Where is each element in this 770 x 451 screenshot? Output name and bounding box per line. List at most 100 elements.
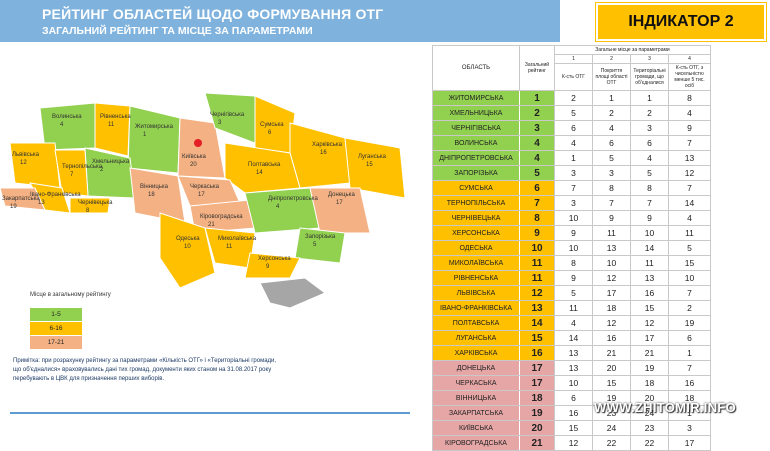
legend-item-6-16: 6-16 <box>30 322 82 335</box>
map-label-name: Хмельницька <box>92 159 130 165</box>
region-zaporizhzhia <box>294 227 346 264</box>
indicator-badge: ІНДИКАТОР 2 <box>596 3 766 41</box>
map-label-name: Сумська <box>260 122 284 128</box>
param-2-cell: 16 <box>592 330 631 346</box>
param-2-cell: 12 <box>592 270 631 286</box>
table-row: ТЕРНОПІЛЬСЬКА 7 3 7 7 14 <box>432 195 711 211</box>
param-3-cell: 19 <box>630 360 669 376</box>
overall-rank-cell: 8 <box>519 210 555 226</box>
map-labels: Волинська 4 Рівненська 11 Житомирська 1 Київсь… <box>2 112 387 270</box>
map-label-name: Чернігівська <box>210 112 245 118</box>
param-3-cell: 2 <box>630 105 669 121</box>
col-group-header: Загальне місце за параметрами <box>554 45 711 55</box>
oblast-name-cell: ХМЕЛЬНИЦЬКА <box>432 105 520 121</box>
table-row: ЛЬВІВСЬКА 12 5 17 16 7 <box>432 285 711 301</box>
table-row: ОДЕСЬКА 10 10 13 14 5 <box>432 240 711 256</box>
overall-rank-cell: 17 <box>519 360 555 376</box>
map-label-rank: 4 <box>60 122 64 128</box>
region-kharkiv <box>289 122 351 189</box>
oblast-name-cell: ЗАКАРПАТСЬКА <box>432 405 520 421</box>
param-1-cell: 8 <box>554 255 593 271</box>
map-label-name: Чернівецька <box>78 200 113 206</box>
map-label-rank: 9 <box>266 264 270 270</box>
region-ternopil <box>54 149 89 197</box>
param-1-cell: 10 <box>554 240 593 256</box>
oblast-name-cell: ХЕРСОНСЬКА <box>432 225 520 241</box>
overall-rank-cell: 17 <box>519 375 555 391</box>
oblast-name-cell: ЛЬВІВСЬКА <box>432 285 520 301</box>
table-row: РІВНЕНСЬКА 11 9 12 13 10 <box>432 270 711 286</box>
map-label-name: Миколаївська <box>218 236 257 242</box>
oblast-name-cell: ЖИТОМИРСЬКА <box>432 90 520 106</box>
oblast-name-cell: ОДЕСЬКА <box>432 240 520 256</box>
overall-rank-cell: 5 <box>519 165 555 181</box>
param-2-cell: 9 <box>592 210 631 226</box>
region-chernivtsi <box>69 197 111 214</box>
param-1-cell: 5 <box>554 105 593 121</box>
map-label-rank: 11 <box>108 122 115 128</box>
param-3-cell: 11 <box>630 255 669 271</box>
param-1-cell: 10 <box>554 210 593 226</box>
map-label-name: Луганська <box>358 154 387 160</box>
region-dnipropetrovsk <box>244 187 321 234</box>
param-4-cell: 11 <box>668 225 711 241</box>
oblast-name-cell: ЧЕРКАСЬКА <box>432 375 520 391</box>
map-label-name: Житомирська <box>135 124 174 130</box>
overall-rank-cell: 6 <box>519 180 555 196</box>
map-label-name: Запорізька <box>305 234 336 240</box>
param-2-cell: 17 <box>592 285 631 301</box>
map-label-rank: 7 <box>70 172 74 178</box>
map-label-rank: 19 <box>10 204 17 210</box>
legend-item-1-5: 1-5 <box>30 308 82 321</box>
param-1-cell: 3 <box>554 195 593 211</box>
param-4-cell: 6 <box>668 330 711 346</box>
param-3-cell: 17 <box>630 330 669 346</box>
oblast-name-cell: ІВАНО-ФРАНКІВСЬКА <box>432 300 520 316</box>
kyiv-marker <box>194 139 202 147</box>
overall-rank-cell: 11 <box>519 255 555 271</box>
map-label-rank: 18 <box>148 192 155 198</box>
param-4-name: К-сть ОТГ, з чисельністю менше 5 тис. ос… <box>668 63 711 91</box>
param-1-cell: 10 <box>554 375 593 391</box>
overall-rank-cell: 11 <box>519 270 555 286</box>
param-2-name: Покриття площі області ОТГ <box>592 63 631 91</box>
param-4-cell: 8 <box>668 90 711 106</box>
table-row: МИКОЛАЇВСЬКА 11 8 10 11 15 <box>432 255 711 271</box>
map-label-rank: 17 <box>336 200 343 206</box>
param-3-cell: 9 <box>630 210 669 226</box>
map-label-rank: 16 <box>320 150 327 156</box>
map-label-name: Донецька <box>328 192 355 198</box>
overall-rank-cell: 9 <box>519 225 555 241</box>
region-crimea <box>259 277 326 309</box>
param-3-cell: 8 <box>630 180 669 196</box>
param-2-number: 2 <box>592 54 631 64</box>
map-label-rank: 13 <box>38 200 45 206</box>
map-label-rank: 4 <box>276 204 280 210</box>
table-row: КІРОВОГРАДСЬКА 21 12 22 22 17 <box>432 435 711 451</box>
oblast-name-cell: ПОЛТАВСЬКА <box>432 315 520 331</box>
table-row: ЛУГАНСЬКА 15 14 16 17 6 <box>432 330 711 346</box>
title-banner: РЕЙТИНГ ОБЛАСТЕЙ ЩОДО ФОРМУВАННЯ ОТГ ЗАГ… <box>0 0 560 42</box>
param-4-cell: 7 <box>668 180 711 196</box>
map-label-name: Рівненська <box>100 114 131 120</box>
map-label-rank: 10 <box>184 244 191 250</box>
page-subtitle: ЗАГАЛЬНИЙ РЕЙТИНГ ТА МІСЦЕ ЗА ПАРАМЕТРАМ… <box>42 25 313 37</box>
legend-title: Місце в загальному рейтингу <box>30 292 111 298</box>
map-label-rank: 11 <box>226 244 233 250</box>
map-label-rank: 21 <box>208 222 215 228</box>
map-label-name: Вінницька <box>140 184 169 190</box>
param-4-cell: 17 <box>668 435 711 451</box>
param-1-name: К-сть ОТГ <box>554 63 593 91</box>
map-label-name: Дніпропетровська <box>268 196 318 202</box>
param-2-cell: 8 <box>592 180 631 196</box>
overall-rank-cell: 7 <box>519 195 555 211</box>
overall-rank-cell: 21 <box>519 435 555 451</box>
oblast-name-cell: ХАРКІВСЬКА <box>432 345 520 361</box>
oblast-name-cell: РІВНЕНСЬКА <box>432 270 520 286</box>
param-3-number: 3 <box>630 54 669 64</box>
map-label-rank: 12 <box>20 160 27 166</box>
param-2-cell: 20 <box>592 360 631 376</box>
param-1-cell: 5 <box>554 285 593 301</box>
map-label-rank: 14 <box>256 170 263 176</box>
param-2-cell: 1 <box>592 90 631 106</box>
